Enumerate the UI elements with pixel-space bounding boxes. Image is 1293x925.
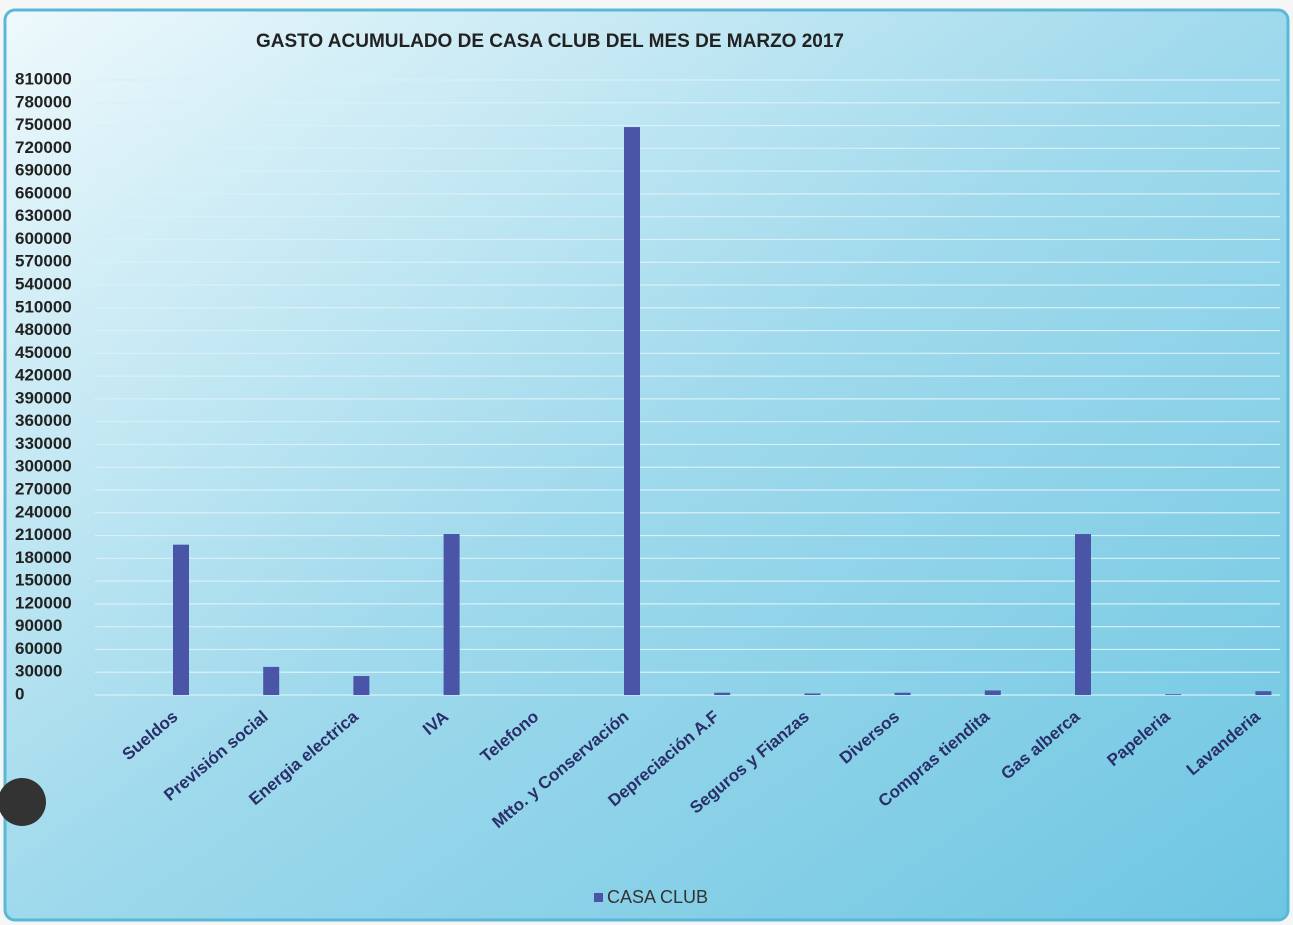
bar bbox=[1165, 694, 1182, 695]
bar bbox=[804, 693, 821, 695]
bar bbox=[1255, 691, 1272, 695]
bar bbox=[984, 690, 1001, 695]
bar bbox=[894, 692, 911, 695]
y-tick-label: 180000 bbox=[15, 548, 72, 567]
y-tick-label: 660000 bbox=[15, 183, 72, 202]
y-tick-label: 600000 bbox=[15, 229, 72, 248]
y-tick-label: 690000 bbox=[15, 161, 72, 180]
y-tick-label: 270000 bbox=[15, 479, 72, 498]
y-tick-label: 480000 bbox=[15, 320, 72, 339]
bar bbox=[353, 676, 370, 695]
y-tick-label: 90000 bbox=[15, 616, 62, 635]
legend-swatch bbox=[594, 893, 603, 902]
bar bbox=[1075, 534, 1091, 695]
y-tick-label: 570000 bbox=[15, 252, 72, 271]
bar bbox=[263, 666, 280, 695]
y-tick-label: 630000 bbox=[15, 206, 72, 225]
y-tick-label: 390000 bbox=[15, 388, 72, 407]
y-tick-label: 450000 bbox=[15, 343, 72, 362]
y-tick-label: 210000 bbox=[15, 525, 72, 544]
y-tick-label: 0 bbox=[15, 684, 24, 703]
y-tick-label: 240000 bbox=[15, 502, 72, 521]
legend-label: CASA CLUB bbox=[607, 887, 708, 907]
y-tick-label: 780000 bbox=[15, 92, 72, 111]
y-tick-label: 60000 bbox=[15, 639, 62, 658]
y-tick-label: 120000 bbox=[15, 593, 72, 612]
hole-punch bbox=[0, 778, 46, 826]
chart-title: GASTO ACUMULADO DE CASA CLUB DEL MES DE … bbox=[256, 31, 844, 52]
y-tick-label: 720000 bbox=[15, 138, 72, 157]
y-tick-label: 30000 bbox=[15, 662, 62, 681]
y-tick-label: 330000 bbox=[15, 434, 72, 453]
y-tick-label: 810000 bbox=[15, 69, 72, 88]
y-tick-label: 750000 bbox=[15, 115, 72, 134]
y-tick-label: 510000 bbox=[15, 297, 72, 316]
y-tick-label: 540000 bbox=[15, 274, 72, 293]
bar bbox=[714, 692, 731, 695]
bar bbox=[443, 534, 460, 695]
y-tick-label: 150000 bbox=[15, 571, 72, 590]
y-tick-label: 420000 bbox=[15, 366, 72, 385]
bar bbox=[173, 544, 189, 695]
bar bbox=[624, 127, 640, 695]
y-tick-label: 300000 bbox=[15, 457, 72, 476]
y-tick-label: 360000 bbox=[15, 411, 72, 430]
chart-background bbox=[3, 8, 1290, 922]
